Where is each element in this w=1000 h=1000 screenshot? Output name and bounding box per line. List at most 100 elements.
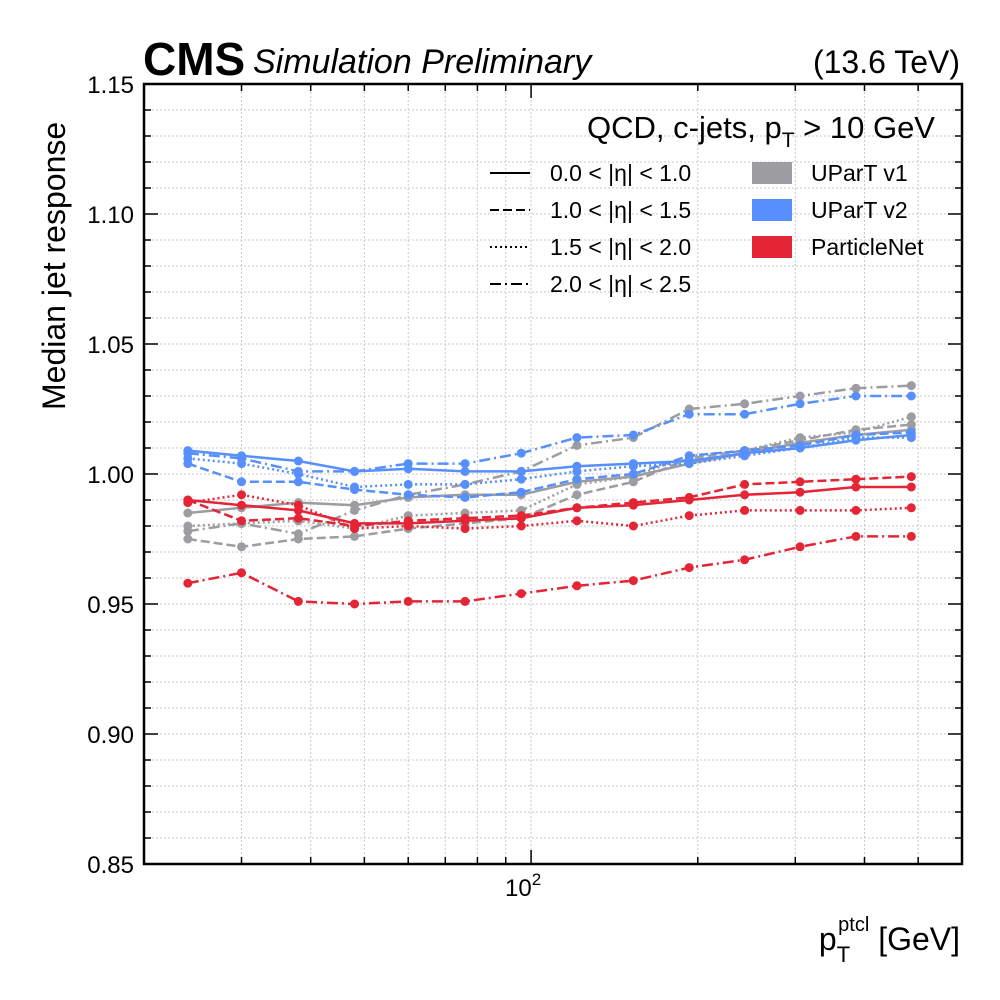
series-layer [183,381,916,609]
data-point [183,534,193,544]
plot-frame [142,82,964,866]
data-point [906,472,916,482]
data-point [293,477,303,487]
data-point [516,466,526,476]
series-line [187,394,912,473]
simulation-preliminary-label: Simulation Preliminary [253,43,593,81]
data-point [293,466,303,476]
series-line [187,423,912,549]
legend-algo-label: UParT v2 [811,197,908,223]
y-tick-label: 1.15 [87,72,134,99]
data-point [628,461,638,471]
series-line [187,431,912,499]
x-axis-title-sub: T [837,942,850,967]
data-point [628,498,638,508]
x-axis-title-sup: ptcl [838,914,869,936]
data-point [293,529,303,539]
legend-eta-label: 2.0 < |η| < 2.5 [550,271,691,297]
data-point [684,563,694,573]
data-point [906,531,916,541]
data-point [851,433,861,443]
data-point [795,433,805,443]
data-point [516,487,526,497]
data-point [740,399,750,409]
data-point [851,383,861,393]
data-point [183,448,193,458]
data-point [572,440,582,450]
series-11 [183,531,916,609]
data-point [628,469,638,479]
legend: 0.0 < |η| < 1.0 1.0 < |η| < 1.5 1.5 < |η| … [490,160,924,297]
legend-eta-label: 1.0 < |η| < 1.5 [550,197,691,223]
data-point [183,498,193,508]
y-tick-label: 1.00 [87,462,134,489]
data-point [851,531,861,541]
data-point [684,409,694,419]
series-line [187,485,912,525]
data-point [183,508,193,518]
y-tick-label: 1.10 [87,202,134,229]
series-10 [183,490,916,534]
data-point [906,433,916,443]
data-point [516,448,526,458]
data-point [572,503,582,513]
series-line [187,535,912,606]
data-point [572,581,582,591]
data-point [795,505,805,515]
legend-algo-swatch [752,199,792,221]
series-line [187,428,912,515]
legend-eta-label: 1.5 < |η| < 2.0 [550,234,691,260]
legend-algo-swatch [752,162,792,184]
y-tick-labels: 0.85 0.90 0.95 1.00 1.05 1.10 1.15 [87,72,134,879]
data-point [906,391,916,401]
data-point [350,531,360,541]
data-point [293,513,303,523]
legend-algo-label: UParT v1 [811,160,908,186]
data-point [572,474,582,484]
data-point [293,456,303,466]
data-point [795,443,805,453]
series-line [187,493,912,530]
legend-algo-swatch [752,236,792,258]
data-point [795,487,805,497]
data-point [237,453,247,463]
data-point [740,555,750,565]
data-point [684,511,694,521]
data-point [795,542,805,552]
data-point [851,474,861,484]
data-point [572,466,582,476]
data-point [906,381,916,391]
data-point [237,477,247,487]
data-point [237,516,247,526]
data-point [237,568,247,578]
series-line [187,436,912,489]
data-point [516,474,526,484]
data-point [740,451,750,461]
data-point [350,599,360,609]
data-point [460,466,470,476]
legend-title: QCD, c-jets, pT > 10 GeV [587,110,935,152]
data-point [740,409,750,419]
data-point [906,482,916,492]
data-point [460,513,470,523]
data-point [293,596,303,606]
series-line [187,475,912,528]
data-point [795,399,805,409]
data-point [906,420,916,430]
data-point [460,492,470,502]
data-point [740,490,750,500]
data-point [740,479,750,489]
data-point [460,479,470,489]
cms-label: CMS [143,33,245,85]
data-point [403,521,413,531]
x-axis-title-suffix: [GeV] [869,921,960,957]
data-point [795,391,805,401]
data-point [906,503,916,513]
y-tick-label: 0.90 [87,722,134,749]
x-axis-title-base: p [819,921,837,957]
x-tick-label: 102 [505,870,541,902]
data-point [350,505,360,515]
data-point [183,578,193,588]
data-point [237,490,247,500]
